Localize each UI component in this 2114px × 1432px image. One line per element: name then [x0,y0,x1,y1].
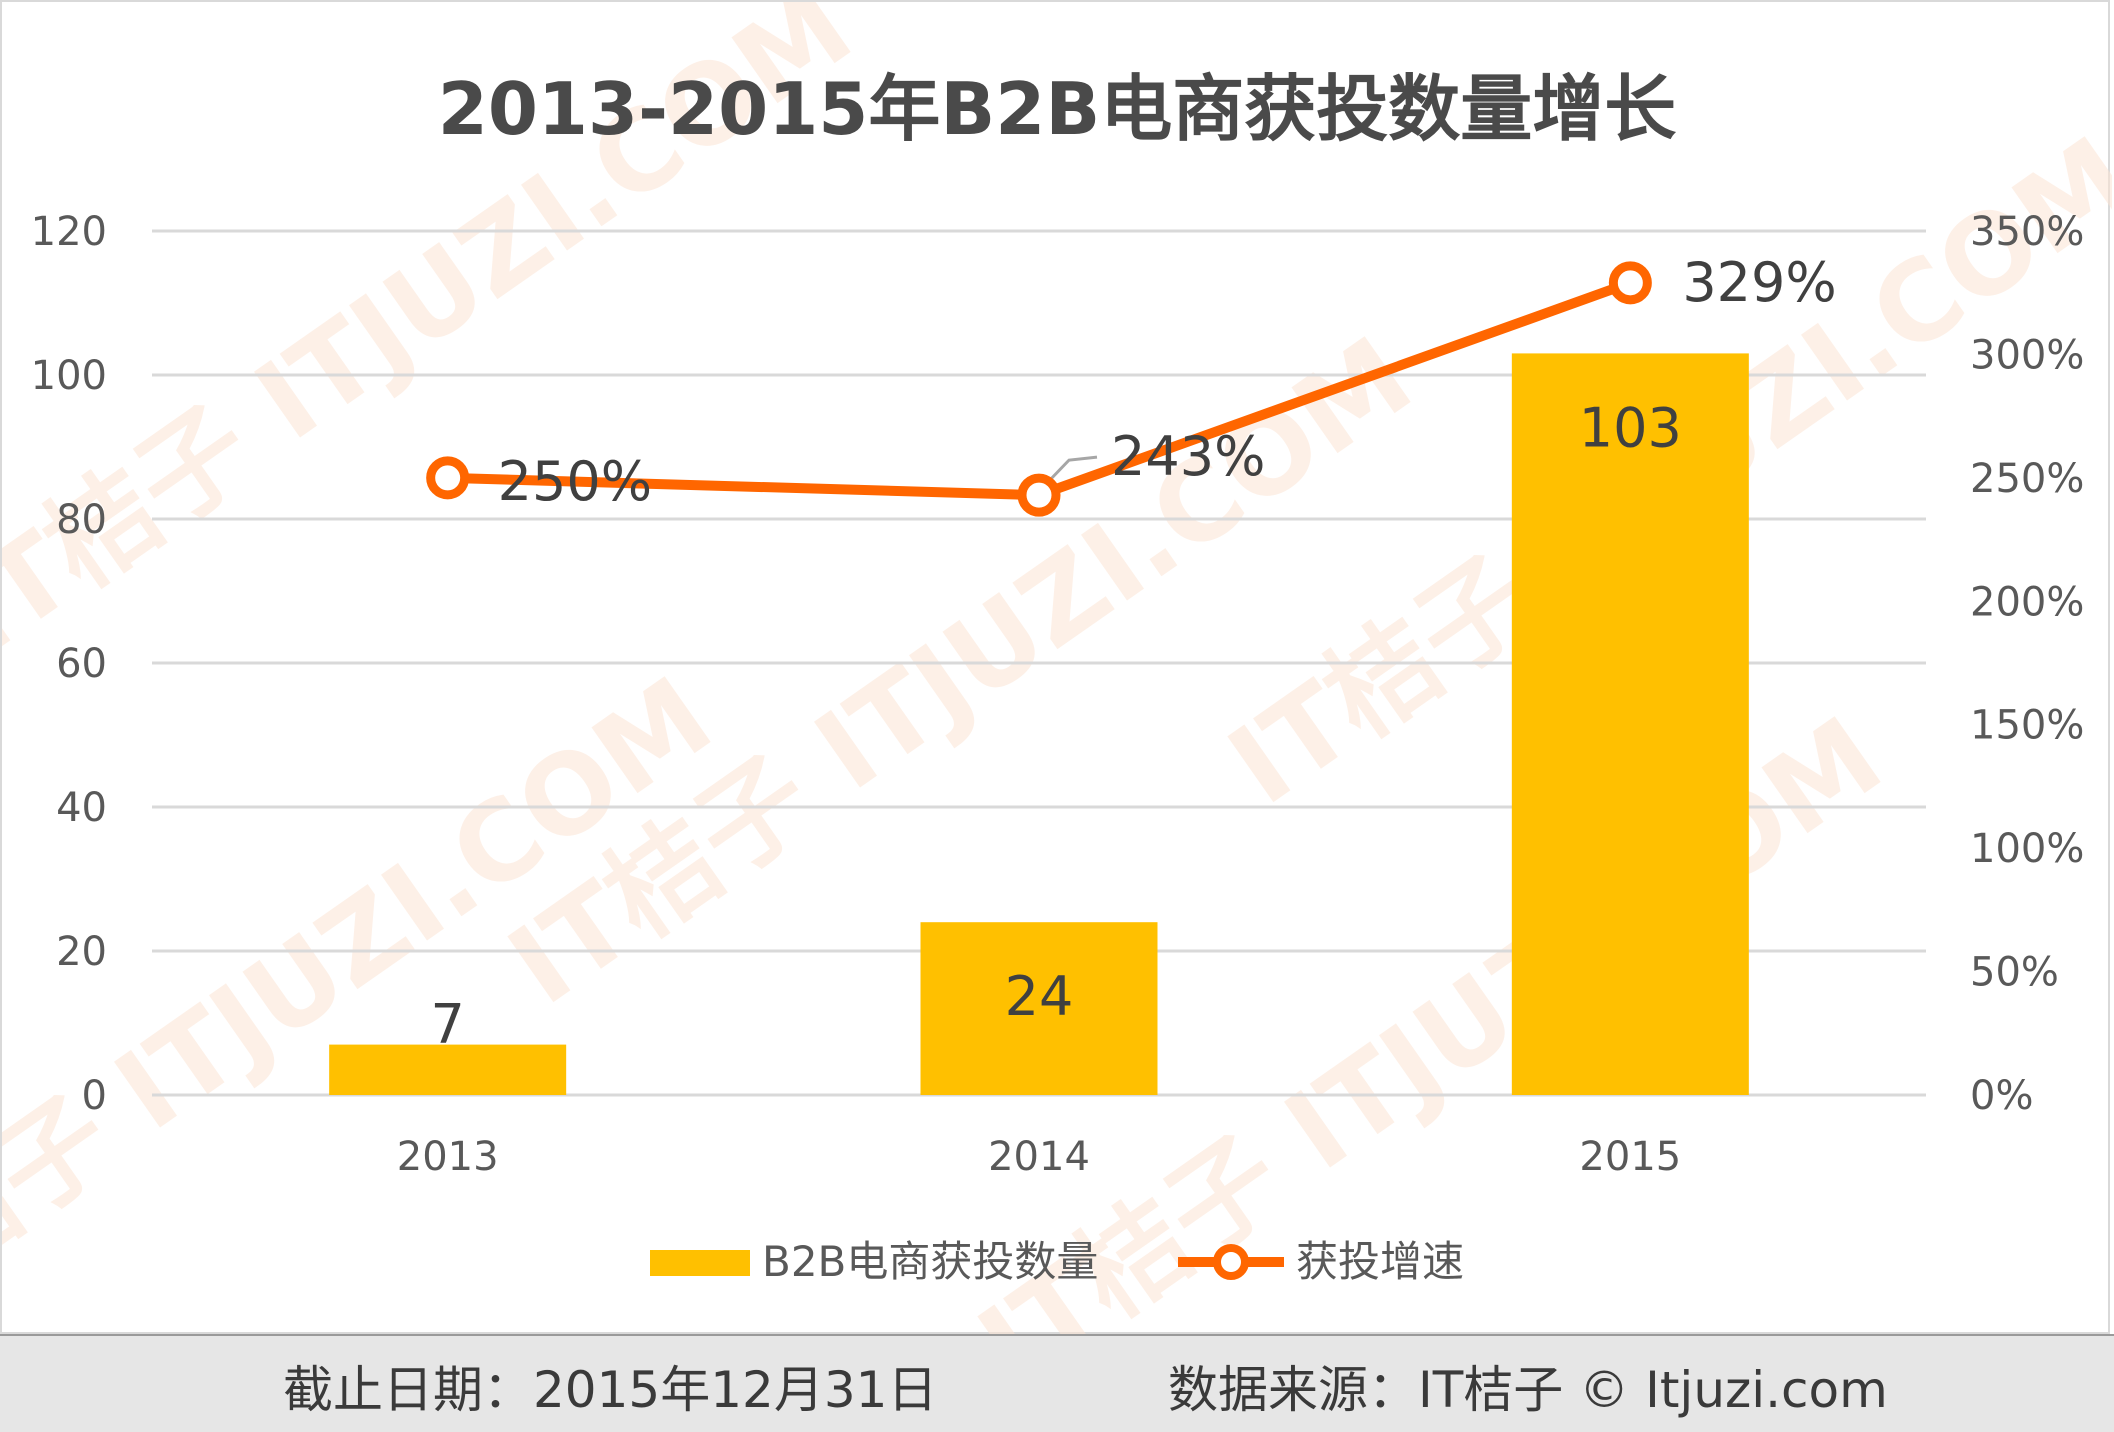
y-left-tick-label: 20 [56,929,107,975]
y-left-tick-label: 120 [31,209,107,255]
y-left-tick-label: 0 [82,1073,107,1119]
y-right-tick-label: 350% [1970,209,2084,255]
y-right-tick-label: 250% [1970,456,2084,502]
line-data-label: 243% [1111,425,1265,488]
legend-bar-label: B2B电商获投数量 [762,1237,1098,1286]
cutoff-date-text: 截止日期：2015年12月31日 [283,1361,938,1419]
y-right-tick-label: 200% [1970,579,2084,625]
bar-data-label: 24 [1005,965,1074,1028]
bar-2014 [920,922,1158,1095]
bar-2013 [329,1044,567,1095]
data-source-text: 数据来源：IT桔子 © Itjuzi.com [1168,1361,1888,1419]
y-right-tick-label: 50% [1970,950,2059,996]
legend-line-label: 获投增速 [1296,1237,1464,1286]
y-right-tick-label: 300% [1970,332,2084,378]
y-right-tick-label: 100% [1970,826,2084,872]
footer-bar: 截止日期：2015年12月31日 数据来源：IT桔子 © Itjuzi.com [0,1334,2114,1432]
bar-2015 [1511,353,1749,1095]
growth-rate-marker [1017,473,1061,517]
y-right-tick-label: 0% [1970,1073,2033,1119]
legend-bar-swatch [650,1250,750,1276]
bar-data-label: 7 [430,993,464,1056]
chart-area: IT桔子 ITJUZI.COM IT桔子 ITJUZI.COM IT桔子 ITJUZ… [0,0,2112,1336]
growth-rate-marker [426,456,470,500]
x-tick-label: 2015 [1579,1134,1681,1180]
line-data-label: 329% [1682,251,1836,314]
y-left-tick-label: 100 [31,353,107,399]
line-data-label: 250% [498,450,652,513]
y-left-tick-label: 40 [56,785,107,831]
growth-rate-marker [1608,261,1652,305]
label-leader-line [1043,455,1098,487]
chart-title: 2013-2015年B2B电商获投数量增长 [438,67,1677,151]
y-right-tick-label: 150% [1970,703,2084,749]
watermark-text: IT桔子 ITJUZI.COM [2,653,734,1336]
y-left-tick-label: 80 [56,497,107,543]
y-left-tick-label: 60 [56,641,107,687]
legend-line-marker [1213,1244,1249,1280]
x-tick-label: 2013 [397,1134,499,1180]
x-tick-label: 2014 [988,1134,1090,1180]
bar-data-label: 103 [1579,396,1682,459]
